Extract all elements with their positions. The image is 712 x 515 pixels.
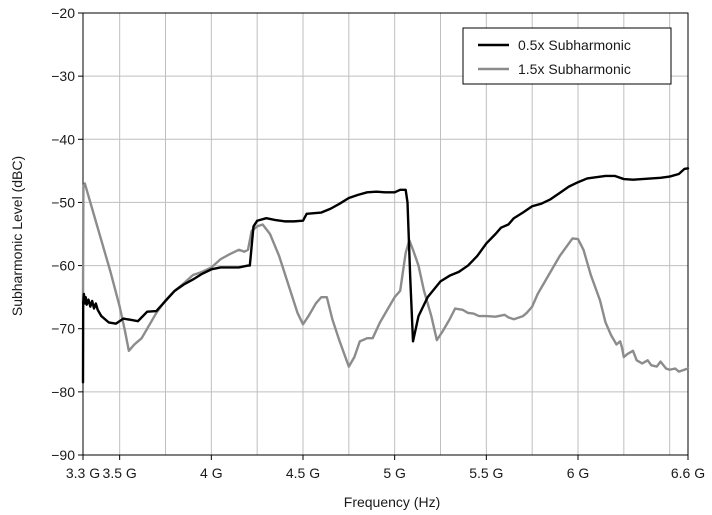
- y-tick-label-3: −50: [51, 194, 75, 210]
- x-tick-label-3: 4.5 G: [286, 465, 320, 481]
- x-tick-label-0: 3.3 G: [66, 465, 100, 481]
- y-axis-ticks: −20 −30 −40 −50 −60 −70 −80 −90: [51, 5, 83, 463]
- legend-label-0: 0.5x Subharmonic: [518, 37, 631, 53]
- y-tick-label-5: −70: [51, 321, 75, 337]
- legend-label-1: 1.5x Subharmonic: [518, 61, 631, 77]
- x-axis-ticks: 3.3 G 3.5 G 4 G 4.5 G 5 G 5.5 G 6 G 6.6 G: [66, 455, 705, 481]
- x-axis-title: Frequency (Hz): [344, 494, 440, 510]
- legend: 0.5x Subharmonic 1.5x Subharmonic: [462, 27, 672, 85]
- y-tick-label-1: −30: [51, 68, 75, 84]
- series-line-1: [81, 182, 690, 373]
- x-tick-label-2: 4 G: [200, 465, 223, 481]
- x-tick-label-7: 6.6 G: [671, 465, 705, 481]
- y-tick-label-7: −90: [51, 447, 75, 463]
- y-axis-title: Subharmonic Level (dBC): [9, 156, 25, 316]
- x-tick-label-5: 5.5 G: [469, 465, 503, 481]
- y-tick-label-6: −80: [51, 384, 75, 400]
- series-line-0: [81, 167, 690, 384]
- x-tick-label-4: 5 G: [383, 465, 406, 481]
- x-tick-label-6: 6 G: [567, 465, 590, 481]
- legend-box: [462, 27, 672, 85]
- x-tick-label-1: 3.5 G: [103, 465, 137, 481]
- series-lines: [81, 167, 690, 384]
- y-tick-label-4: −60: [51, 258, 75, 274]
- y-tick-label-2: −40: [51, 131, 75, 147]
- y-tick-label-0: −20: [51, 5, 75, 21]
